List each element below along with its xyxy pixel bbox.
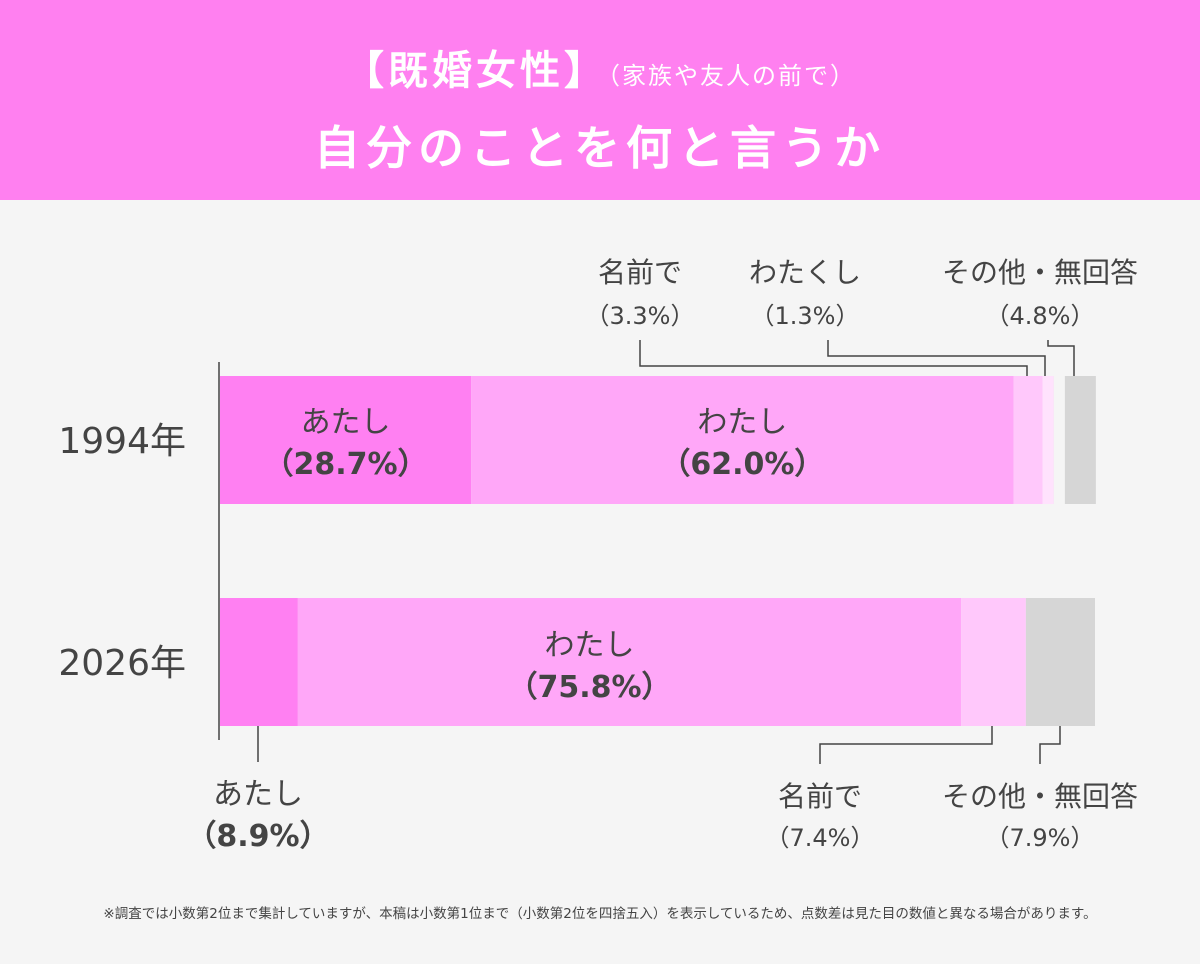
label-2026-namae-name: 名前で bbox=[778, 780, 862, 813]
label-1994-namae-value: （3.3%） bbox=[586, 302, 695, 330]
label-1994-watashi-value: （62.0%） bbox=[660, 447, 824, 482]
label-2026-other-name: その他・無回答 bbox=[942, 780, 1138, 813]
label-2026-watashi-value: （75.8%） bbox=[507, 670, 671, 705]
category-label-0: 1994年 bbox=[58, 421, 186, 462]
bar-segment-atashi-1 bbox=[220, 598, 298, 726]
label-1994-other-value: （4.8%） bbox=[986, 302, 1095, 330]
footnote: ※調査では小数第2位まで集計していますが、本稿は小数第1位まで（小数第2位を四捨… bbox=[103, 906, 1097, 922]
label-2026-watashi-name: わたし bbox=[545, 628, 635, 663]
bar-segment-watakushi-0 bbox=[1042, 376, 1054, 504]
leader-2026-other bbox=[1039, 726, 1061, 764]
category-label-1: 2026年 bbox=[58, 643, 186, 684]
label-2026-atashi-value: （8.9%） bbox=[186, 819, 329, 854]
label-1994-watakushi-name: わたくし bbox=[749, 256, 861, 289]
title-line-1: 【既婚女性】（家族や友人の前で） bbox=[0, 38, 1200, 96]
bar-gap-1994 bbox=[1053, 376, 1065, 504]
label-2026-namae-value: （7.4%） bbox=[766, 824, 875, 852]
leader-2026-namae bbox=[819, 726, 993, 764]
label-2026-atashi-name: あたし bbox=[213, 777, 303, 812]
bar-segment-namae-0 bbox=[1013, 376, 1043, 504]
bar-segment-atashi-0 bbox=[220, 376, 472, 504]
label-1994-other-name: その他・無回答 bbox=[942, 256, 1138, 289]
title-line-2: 自分のことを何と言うか bbox=[314, 121, 886, 175]
bar-segment-watashi-0 bbox=[471, 376, 1014, 504]
label-1994-watashi-name: わたし bbox=[697, 405, 787, 440]
label-2026-other-value: （7.9%） bbox=[986, 824, 1095, 852]
leader-1994-namae bbox=[639, 340, 1028, 376]
label-1994-atashi-name: あたし bbox=[301, 405, 391, 440]
label-1994-watakushi-value: （1.3%） bbox=[751, 302, 860, 330]
label-1994-namae-name: 名前で bbox=[598, 256, 682, 289]
title-sub: （家族や友人の前で） bbox=[608, 62, 856, 90]
bar-segment-watashi-1 bbox=[297, 598, 962, 726]
bar-segment-namae-1 bbox=[961, 598, 1026, 726]
label-1994-atashi-value: （28.7%） bbox=[264, 447, 428, 482]
leader-1994-other bbox=[1047, 340, 1075, 376]
bar-segment-other-1 bbox=[1025, 598, 1095, 726]
leader-1994-watakushi bbox=[827, 340, 1046, 376]
header-banner: 【既婚女性】（家族や友人の前で） 自分のことを何と言うか bbox=[0, 0, 1200, 200]
title-main: 【既婚女性】 bbox=[344, 48, 608, 94]
